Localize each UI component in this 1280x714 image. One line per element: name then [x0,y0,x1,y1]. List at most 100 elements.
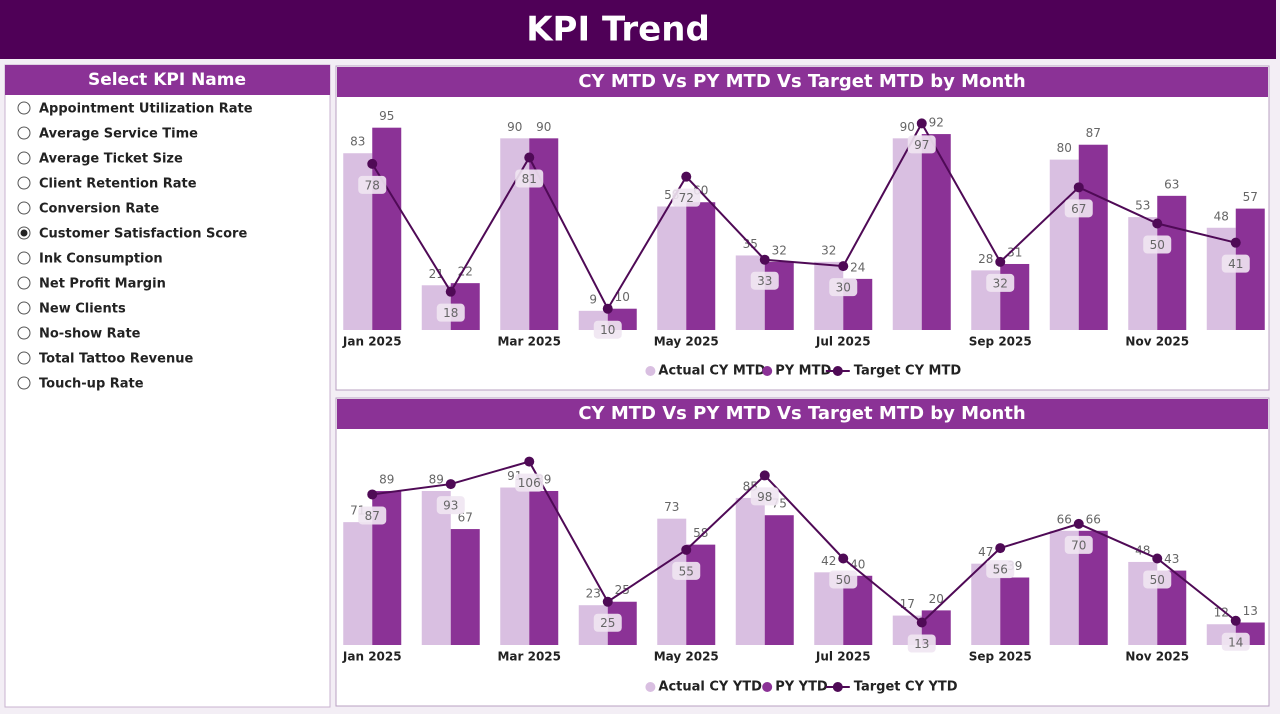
radio-button[interactable] [17,251,31,265]
data-label: 33 [757,274,772,288]
bar [892,138,922,330]
data-label: 80 [1057,141,1072,155]
kpi-option[interactable]: Client Retention Rate [39,177,197,192]
bar [1157,195,1187,330]
page-title: KPI Trend [526,10,710,50]
bar [421,490,451,645]
kpi-option[interactable]: Customer Satisfaction Score [39,227,247,242]
kpi-option[interactable]: New Clients [39,302,126,317]
bar [657,518,687,645]
kpi-option[interactable]: Average Service Time [39,127,198,142]
data-label: 58 [693,526,708,540]
data-label-box [1143,570,1172,589]
kpi-option[interactable]: Average Ticket Size [39,152,183,167]
data-label: 73 [664,500,679,514]
data-label: 57 [1243,190,1258,204]
data-label: 67 [1071,202,1086,216]
data-label: 106 [518,476,541,490]
data-label: 87 [1086,126,1101,140]
x-tick-label: Mar 2025 [497,335,561,349]
header-bar [0,0,1276,59]
data-label: 66 [1057,512,1072,526]
data-label-box [672,188,701,207]
bar [1128,217,1158,330]
x-tick-label: May 2025 [654,335,719,349]
data-label: 98 [757,490,772,504]
data-label: 43 [1164,552,1179,566]
bar [764,515,794,645]
line-point [524,152,535,163]
data-label-box [907,634,936,653]
data-label: 50 [1150,573,1165,587]
radio-button[interactable] [17,176,31,190]
radio-button[interactable] [17,101,31,115]
bar [1206,227,1236,330]
data-label: 23 [586,587,601,601]
chart-header [337,67,1268,97]
bar [686,544,716,645]
data-label: 83 [350,135,365,149]
data-label: 9 [589,292,597,306]
data-label-box [1064,199,1093,218]
data-label-box [1064,535,1093,554]
data-label: 93 [443,499,458,513]
legend-label: PY MTD [775,364,831,379]
kpi-option[interactable]: Total Tattoo Revenue [39,352,193,367]
data-label: 32 [772,243,787,257]
data-label: 63 [1164,177,1179,191]
sidebar-header [5,65,330,95]
data-label: 92 [929,116,944,130]
line-point [445,286,456,297]
data-label: 32 [993,276,1008,290]
legend-label: Actual CY MTD [658,364,765,379]
radio-dot [20,229,28,237]
data-label: 97 [914,138,929,152]
data-label: 95 [379,109,394,123]
x-tick-label: Jan 2025 [342,335,402,349]
legend-label: Actual CY YTD [658,680,762,695]
radio-button[interactable] [17,326,31,340]
data-label: 25 [600,616,615,630]
kpi-option[interactable]: Conversion Rate [39,202,159,217]
data-label: 17 [900,597,915,611]
bar [372,127,402,331]
data-label: 13 [914,637,929,651]
kpi-option[interactable]: Appointment Utilization Rate [39,102,253,117]
line-point [916,118,927,129]
line-point [1230,237,1241,248]
radio-button[interactable] [17,201,31,215]
data-label: 10 [615,290,630,304]
data-label-box [1143,235,1172,254]
radio-button[interactable] [17,276,31,290]
data-label-box [358,506,387,525]
line-point [681,171,692,182]
radio-button[interactable] [17,376,31,390]
data-label: 41 [1228,257,1243,271]
bar [450,529,480,645]
line-point [759,470,770,481]
data-label-box [986,273,1015,292]
kpi-option[interactable]: Ink Consumption [39,252,163,267]
legend-label: Target CY MTD [854,364,962,379]
data-label: 30 [836,281,851,295]
sidebar [4,64,331,708]
radio-button[interactable] [17,151,31,165]
x-tick-label: Mar 2025 [497,650,561,664]
data-label-box [436,496,465,515]
radio-button[interactable] [17,126,31,140]
radio-button[interactable] [17,301,31,315]
line-point [602,596,613,607]
kpi-option[interactable]: No-show Rate [39,327,141,342]
data-label: 42 [821,554,836,568]
line-point [602,303,613,314]
radio-button[interactable] [17,351,31,365]
kpi-option[interactable]: Net Profit Margin [39,277,166,292]
data-label-box [358,175,387,194]
data-label: 18 [443,306,458,320]
data-label: 55 [679,564,694,578]
line-point [916,617,927,628]
data-label-box [515,169,544,188]
kpi-option[interactable]: Touch-up Rate [39,377,144,392]
chart-title: CY MTD Vs PY MTD Vs Target MTD by Month [578,71,1025,92]
